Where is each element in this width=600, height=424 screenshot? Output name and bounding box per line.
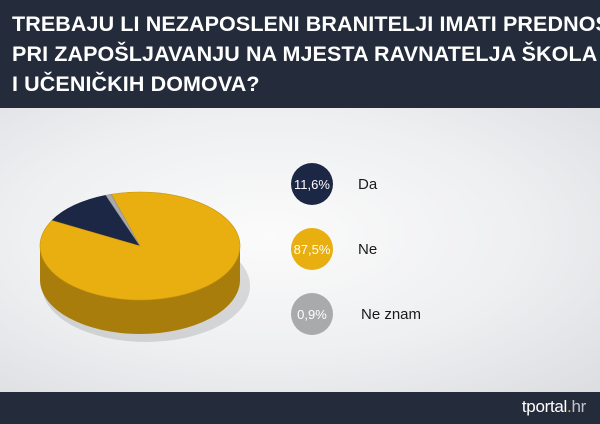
chart-title: TREBAJU LI NEZAPOSLENI BRANITELJI IMATI …	[12, 9, 600, 99]
title-line-3: I UČENIČKIH DOMOVA?	[12, 72, 260, 96]
legend-swatch-ne	[291, 228, 333, 270]
brand-tld: hr	[571, 397, 586, 416]
legend-swatch-da	[291, 163, 333, 205]
pie-chart: 11,6% Da 87,5% Ne 0,9% Ne znam	[39, 163, 421, 342]
brand-dot: .	[567, 397, 572, 416]
legend-label-ne: Ne	[358, 241, 377, 258]
title-line-1: TREBAJU LI NEZAPOSLENI BRANITELJI IMATI …	[12, 12, 600, 36]
legend: 11,6% Da 87,5% Ne 0,9% Ne znam	[291, 163, 421, 335]
data-label-ne-znam: 0,9%	[297, 307, 327, 322]
footer-bar: tportal.hr	[0, 392, 600, 424]
brand-logo: tportal.hr	[522, 397, 586, 417]
pie-side-ne	[40, 246, 240, 334]
pie-slice-da	[51, 194, 141, 247]
pie-3d	[39, 191, 250, 342]
data-label-ne: 87,5%	[294, 242, 331, 257]
legend-swatch-ne-znam	[291, 293, 333, 335]
header-bar: TREBAJU LI NEZAPOSLENI BRANITELJI IMATI …	[0, 0, 600, 108]
brand-name: tportal	[521, 397, 568, 416]
legend-label-da: Da	[358, 176, 378, 193]
pie-slice-ne-znam	[105, 193, 141, 247]
legend-label-ne-znam: Ne znam	[361, 306, 421, 323]
title-line-2: PRI ZAPOŠLJAVANJU NA MJESTA RAVNATELJA Š…	[12, 42, 598, 66]
data-label-da: 11,6%	[294, 177, 330, 192]
